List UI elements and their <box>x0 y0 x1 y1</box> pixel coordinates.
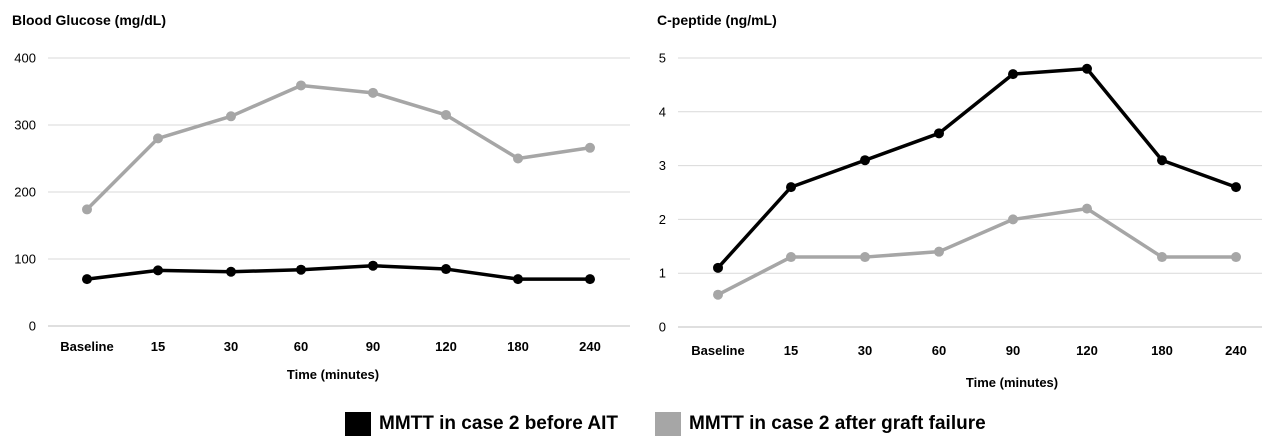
glucose-data-point-after-graft-failure <box>513 153 523 164</box>
glucose-x-tick-label: 240 <box>579 339 601 354</box>
cpeptide-data-point-after-graft-failure <box>1157 252 1167 263</box>
glucose-data-point-after-graft-failure <box>226 111 236 122</box>
cpeptide-x-tick-label: 30 <box>858 343 872 358</box>
glucose-y-tick-label: 200 <box>14 185 36 200</box>
cpeptide-data-point-after-graft-failure <box>934 246 944 257</box>
glucose-data-point-after-graft-failure <box>441 109 451 120</box>
cpeptide-x-tick-label: Baseline <box>691 343 744 358</box>
glucose-data-point-after-graft-failure <box>153 133 163 144</box>
legend-item-after-graft-failure: MMTT in case 2 after graft failure <box>655 412 986 436</box>
cpeptide-chart: C-peptide (ng/mL) 0 1 2 3 4 5 Baseline 15 30 60 90 1… <box>657 12 1262 390</box>
cpeptide-data-point-before-ait <box>1231 182 1241 193</box>
cpeptide-y-tick-label: 2 <box>659 212 666 227</box>
cpeptide-y-tick-label: 1 <box>659 266 666 281</box>
cpeptide-data-point-after-graft-failure <box>1231 252 1241 263</box>
cpeptide-data-point-after-graft-failure <box>713 289 723 300</box>
cpeptide-y-tick-label: 5 <box>659 51 666 66</box>
legend-label-before-ait: MMTT in case 2 before AIT <box>379 413 618 434</box>
cpeptide-data-point-before-ait <box>860 155 870 166</box>
cpeptide-data-point-before-ait <box>1008 69 1018 80</box>
cpeptide-y-tick-label: 0 <box>659 320 666 335</box>
legend-label-after-graft-failure: MMTT in case 2 after graft failure <box>689 413 986 434</box>
glucose-data-point-before-ait <box>296 264 306 275</box>
glucose-series-line-after-graft-failure <box>85 83 592 212</box>
legend: MMTT in case 2 before AIT MMTT in case 2… <box>0 412 1263 436</box>
cpeptide-x-tick-label: 240 <box>1225 343 1247 358</box>
glucose-x-tick-label: 180 <box>507 339 529 354</box>
cpeptide-x-tick-label: 120 <box>1076 343 1098 358</box>
cpeptide-x-axis-label: Time (minutes) <box>966 375 1058 390</box>
cpeptide-x-tick-label: 15 <box>784 343 798 358</box>
cpeptide-x-tick-label: 60 <box>932 343 946 358</box>
cpeptide-series-line-before-ait <box>716 67 1238 270</box>
cpeptide-chart-title: C-peptide (ng/mL) <box>657 12 777 28</box>
legend-swatch-after-graft-failure <box>655 412 681 436</box>
glucose-x-tick-label: 30 <box>224 339 238 354</box>
cpeptide-series-line-after-graft-failure <box>716 206 1238 297</box>
glucose-y-tick-label: 100 <box>14 252 36 267</box>
glucose-data-point-before-ait <box>82 274 92 285</box>
glucose-x-axis-label: Time (minutes) <box>287 367 379 382</box>
cpeptide-data-point-after-graft-failure <box>1008 214 1018 225</box>
cpeptide-data-point-before-ait <box>713 262 723 273</box>
glucose-x-tick-label: 120 <box>435 339 457 354</box>
glucose-y-tick-label: 300 <box>14 118 36 133</box>
glucose-data-point-before-ait <box>513 274 523 285</box>
cpeptide-y-tick-label: 4 <box>659 104 666 119</box>
cpeptide-data-point-after-graft-failure <box>860 252 870 263</box>
cpeptide-data-point-after-graft-failure <box>1082 203 1092 214</box>
glucose-data-point-after-graft-failure <box>585 142 595 153</box>
glucose-data-point-before-ait <box>441 264 451 275</box>
cpeptide-data-point-before-ait <box>1082 63 1092 74</box>
legend-item-before-ait: MMTT in case 2 before AIT <box>345 412 618 436</box>
legend-swatch-before-ait <box>345 412 371 436</box>
cpeptide-data-point-before-ait <box>1157 155 1167 166</box>
glucose-data-point-before-ait <box>368 260 378 271</box>
glucose-chart-title: Blood Glucose (mg/dL) <box>12 12 166 28</box>
glucose-x-tick-label: 60 <box>294 339 308 354</box>
charts-canvas: Blood Glucose (mg/dL)0100200300400Baseli… <box>12 12 1262 390</box>
glucose-y-tick-label: 400 <box>14 51 36 66</box>
glucose-data-point-before-ait <box>226 266 236 277</box>
glucose-x-tick-label: 90 <box>366 339 380 354</box>
cpeptide-data-point-after-graft-failure <box>786 252 796 263</box>
cpeptide-data-point-before-ait <box>934 128 944 139</box>
cpeptide-x-tick-label: 90 <box>1006 343 1020 358</box>
glucose-data-point-after-graft-failure <box>82 204 92 215</box>
glucose-chart: Blood Glucose (mg/dL) 0 100 200 300 400 Baseli… <box>12 12 630 382</box>
glucose-y-tick-label: 0 <box>29 319 36 334</box>
glucose-series-line-before-ait <box>85 263 592 281</box>
glucose-x-tick-label: Baseline <box>60 339 113 354</box>
glucose-data-point-before-ait <box>153 265 163 276</box>
cpeptide-data-point-before-ait <box>786 182 796 193</box>
cpeptide-x-tick-label: 180 <box>1151 343 1173 358</box>
glucose-data-point-before-ait <box>585 274 595 285</box>
cpeptide-y-tick-label: 3 <box>659 158 666 173</box>
glucose-data-point-after-graft-failure <box>368 87 378 98</box>
glucose-data-point-after-graft-failure <box>296 80 306 91</box>
glucose-x-tick-label: 15 <box>151 339 165 354</box>
